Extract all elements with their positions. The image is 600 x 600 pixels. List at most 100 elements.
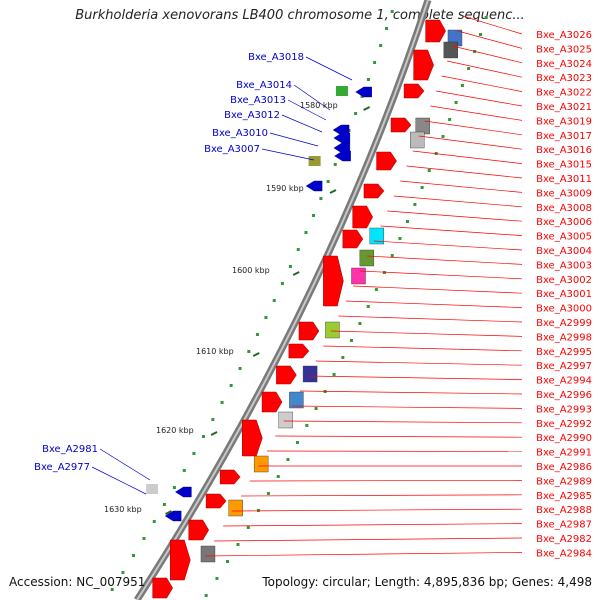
inner-tick-dot <box>238 367 242 370</box>
inner-tick-dot <box>319 197 323 200</box>
gene-label: Bxe_A2986 <box>536 462 592 473</box>
cog-box <box>359 249 375 267</box>
leader-line <box>299 390 523 395</box>
outer-tick-dot <box>341 356 345 359</box>
outer-tick-dot <box>454 101 458 104</box>
gene-label: Bxe_A2989 <box>536 476 592 487</box>
inner-tick-dot <box>255 333 259 336</box>
gene-label: Bxe_A3025 <box>536 44 592 55</box>
forward-gene-arrow <box>152 577 173 599</box>
gene-label: Bxe_A2988 <box>536 505 592 516</box>
outer-tick-dot <box>390 254 394 257</box>
inner-tick-dot <box>121 571 125 574</box>
leader-line <box>462 15 523 35</box>
inner-tick-dot <box>272 299 276 302</box>
leader-line <box>266 450 523 452</box>
leader-line <box>360 270 523 280</box>
accession-text: Accession: NC_007951 <box>9 575 146 589</box>
cog-box-left <box>146 484 159 494</box>
cog-box <box>410 131 425 149</box>
leader-line <box>457 30 523 49</box>
gene-label: Bxe_A2985 <box>536 491 592 502</box>
leader-line <box>373 240 523 251</box>
leader-line <box>261 148 315 161</box>
cog-box <box>253 455 269 473</box>
leader-line <box>249 480 523 482</box>
forward-gene-arrow <box>363 183 385 199</box>
kbp-scale: 1580 kbp 1590 kbp 1600 kbp 1610 kbp 1620 kbp… <box>104 101 371 515</box>
gene-label: Bxe_A2992 <box>536 419 592 430</box>
gene-features <box>146 19 463 599</box>
gene-label: Bxe_A2997 <box>536 361 592 372</box>
forward-gene-arrow <box>188 519 210 541</box>
leader-line <box>281 114 323 133</box>
inner-tick-dot <box>162 503 166 506</box>
outer-tick-dot <box>427 169 431 172</box>
scale-tick <box>329 189 337 194</box>
reverse-gene-arrow <box>333 132 351 144</box>
inner-tick-dot <box>264 316 268 319</box>
inner-tick-dot <box>373 61 377 64</box>
outer-tick-dot <box>358 322 362 325</box>
gene-label: Bxe_A3009 <box>536 188 592 199</box>
leader-line <box>307 375 523 380</box>
gene-label: Bxe_A3026 <box>536 30 592 41</box>
leader-line <box>338 315 523 323</box>
gene-label: Bxe_A2982 <box>536 534 592 545</box>
outer-tick-dot <box>478 33 482 36</box>
outer-tick-dot <box>246 526 250 529</box>
gene-label: Bxe_A2990 <box>536 433 592 444</box>
outer-tick-dot <box>374 288 378 291</box>
inner-tick-dot <box>288 265 292 268</box>
inner-tick-dot <box>182 469 186 472</box>
cog-box-left <box>308 156 321 166</box>
cog-box <box>228 499 243 517</box>
leader-line <box>214 537 523 542</box>
cog-box <box>325 321 340 339</box>
inner-tick-dot <box>354 112 358 115</box>
gene-label: Bxe_A3006 <box>536 217 592 228</box>
forward-gene-arrow <box>403 83 425 99</box>
outer-tick-dot <box>204 594 208 597</box>
inner-tick-dot <box>201 435 205 438</box>
outer-tick-dot <box>441 135 445 138</box>
leader-line <box>447 60 523 78</box>
leader-line <box>315 360 523 366</box>
leader-line <box>204 552 523 557</box>
scale-label: 1630 kbp <box>104 505 142 514</box>
gene-label: Bxe_A3001 <box>536 289 592 300</box>
leader-line <box>241 494 523 497</box>
outer-tick-dot <box>286 458 290 461</box>
leader-line <box>305 56 353 81</box>
leader-line <box>424 120 523 136</box>
cog-box <box>415 117 430 135</box>
cog-box <box>369 227 385 245</box>
gene-label: Bxe_A3018 <box>248 52 304 63</box>
inner-tick-dot <box>390 10 394 13</box>
outer-tick-dot <box>314 407 318 410</box>
forward-gene-arrow <box>261 391 283 413</box>
leader-line <box>275 435 523 438</box>
gene-label: Bxe_A2991 <box>536 448 592 459</box>
scale-tick <box>165 510 173 515</box>
gene-label: Bxe_A2987 <box>536 520 592 531</box>
reverse-gene-arrow <box>175 486 192 498</box>
scale-label: 1580 kbp <box>300 101 338 110</box>
gene-label: Bxe_A3013 <box>230 95 286 106</box>
dotted-tick-tracks <box>110 10 488 597</box>
forward-gene-arrow <box>323 255 344 307</box>
inner-tick-dot <box>384 27 388 30</box>
forward-gene-arrow <box>276 365 297 385</box>
outer-tick-dot <box>305 424 309 427</box>
forward-gene-arrow <box>425 19 446 43</box>
inner-tick-dot <box>247 350 251 353</box>
gene-label: Bxe_A3016 <box>536 145 592 156</box>
inner-tick-dot <box>333 163 337 166</box>
scale-label: 1590 kbp <box>266 184 304 193</box>
outer-tick-dot <box>295 441 299 444</box>
cog-box-left <box>335 86 348 96</box>
forward-gene-arrow <box>390 117 412 133</box>
leader-line <box>406 165 523 179</box>
outer-tick-dot <box>266 492 270 495</box>
